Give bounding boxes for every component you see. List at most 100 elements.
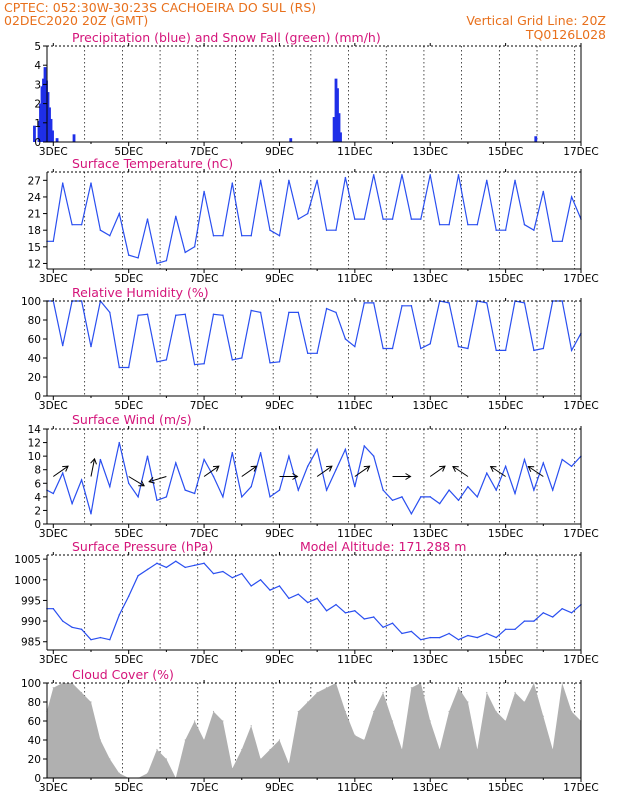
cloud-cover-point — [231, 767, 233, 770]
precip-bar — [39, 103, 42, 142]
cloud-cover-point — [533, 682, 535, 684]
precip-bar — [55, 138, 59, 142]
cloud-cover-point — [146, 772, 149, 774]
wind-arrow-head — [212, 465, 220, 472]
cloud-x-tick-label: 17DEC — [563, 782, 598, 794]
precip-bar — [51, 130, 54, 142]
pressure-point — [80, 628, 83, 631]
wind-arrow — [489, 465, 506, 477]
wind-point — [344, 448, 347, 451]
precip-y-tick-label: 2 — [34, 99, 41, 111]
cloud-y-tick-label: 100 — [21, 678, 41, 690]
temperature-point — [288, 179, 290, 182]
temperature-point — [307, 212, 309, 215]
humidity-y-tick-label: 100 — [21, 296, 41, 308]
wind-arrow-head — [527, 465, 535, 472]
precip-bar — [337, 113, 341, 142]
cloud-cover-point — [316, 691, 318, 694]
precip-bar — [334, 78, 338, 142]
precip-bar — [43, 67, 47, 142]
temperature-x-tick-label: 13DEC — [413, 273, 448, 285]
temperature-point — [62, 182, 64, 184]
wind-arrow — [279, 473, 299, 480]
wind-arrow — [128, 476, 145, 487]
wind-point — [401, 496, 403, 498]
pressure-point — [297, 593, 300, 595]
pressure-point — [467, 634, 469, 637]
wind-arrow-head — [148, 477, 155, 484]
temperature-point — [391, 218, 394, 220]
precip-bar — [48, 107, 51, 142]
cloud-y-tick-label: 60 — [28, 716, 41, 728]
wind-arrow — [203, 465, 220, 477]
precip-x-tick-label: 13DEC — [413, 146, 448, 158]
wind-point — [307, 465, 309, 468]
cloud-y-tick-label: 40 — [28, 735, 41, 747]
precip-y-tick-label: 5 — [34, 41, 41, 53]
wind-point — [80, 479, 83, 481]
humidity-point — [316, 352, 318, 354]
pressure-point — [570, 612, 573, 614]
pressure-point — [71, 626, 73, 628]
cloud-title: Cloud Cover (%) — [72, 667, 174, 682]
wind-point — [570, 465, 573, 468]
wind-point — [420, 496, 422, 498]
cloud-y-tick-label: 0 — [34, 773, 41, 785]
wind-arrow — [452, 465, 469, 477]
wind-point — [523, 458, 526, 461]
wind-point — [231, 452, 234, 454]
pressure-point — [438, 636, 441, 639]
pressure-point — [401, 632, 403, 635]
precip-x-tick-label: 5DEC — [114, 146, 143, 158]
temperature-point — [203, 190, 205, 193]
wind-x-tick-label: 5DEC — [114, 528, 143, 540]
humidity-point — [109, 311, 111, 314]
cloud-cover-point — [523, 701, 526, 703]
wind-point — [127, 482, 130, 484]
cloud-cover-point — [203, 739, 205, 741]
pressure-point — [193, 564, 196, 567]
precip-x-tick-label: 7DEC — [190, 146, 219, 158]
wind-arrow-head — [250, 465, 258, 472]
cloud-cover-point — [354, 734, 356, 736]
temperature-y-tick-label: 12 — [28, 258, 41, 270]
wind-point — [165, 496, 168, 498]
wind-point — [354, 485, 356, 488]
pressure-x-tick-label: 11DEC — [337, 654, 372, 666]
wind-arrow-shaft — [90, 458, 96, 477]
humidity-point — [288, 311, 290, 314]
wind-point — [476, 496, 479, 498]
pressure-x-tick-label: 17DEC — [563, 654, 598, 666]
pressure-point — [504, 628, 507, 631]
pressure-point — [429, 636, 431, 639]
temperature-point — [297, 218, 300, 220]
precip-x-tick-label: 17DEC — [563, 146, 598, 158]
wind-arrow — [316, 465, 333, 477]
pressure-x-tick-label: 13DEC — [413, 654, 448, 666]
wind-point — [363, 445, 365, 447]
humidity-point — [495, 349, 497, 352]
wind-point — [118, 441, 120, 444]
wind-point — [297, 489, 300, 491]
temperature-x-tick-label: 11DEC — [337, 273, 372, 285]
cloud-cover-point — [410, 687, 412, 689]
pressure-point — [542, 612, 545, 614]
humidity-point — [250, 309, 252, 312]
precip-x-tick-label: 3DEC — [39, 146, 68, 158]
humidity-point — [231, 359, 234, 361]
temperature-point — [80, 223, 83, 226]
humidity-point — [429, 343, 431, 345]
cloud-cover-point — [401, 748, 403, 751]
cloud-cover-point — [278, 739, 281, 741]
temperature-point — [118, 212, 120, 215]
cloud-cover-point — [561, 682, 563, 684]
cloud-cover-point — [552, 748, 554, 751]
wind-point — [71, 502, 73, 505]
temperature-point — [363, 218, 365, 220]
wind-arrow-shaft — [316, 465, 333, 477]
temperature-point — [335, 229, 337, 231]
cloud-cover-point — [52, 687, 54, 689]
humidity-x-tick-label: 7DEC — [190, 400, 219, 412]
precip-y-tick-label: 3 — [34, 79, 41, 91]
